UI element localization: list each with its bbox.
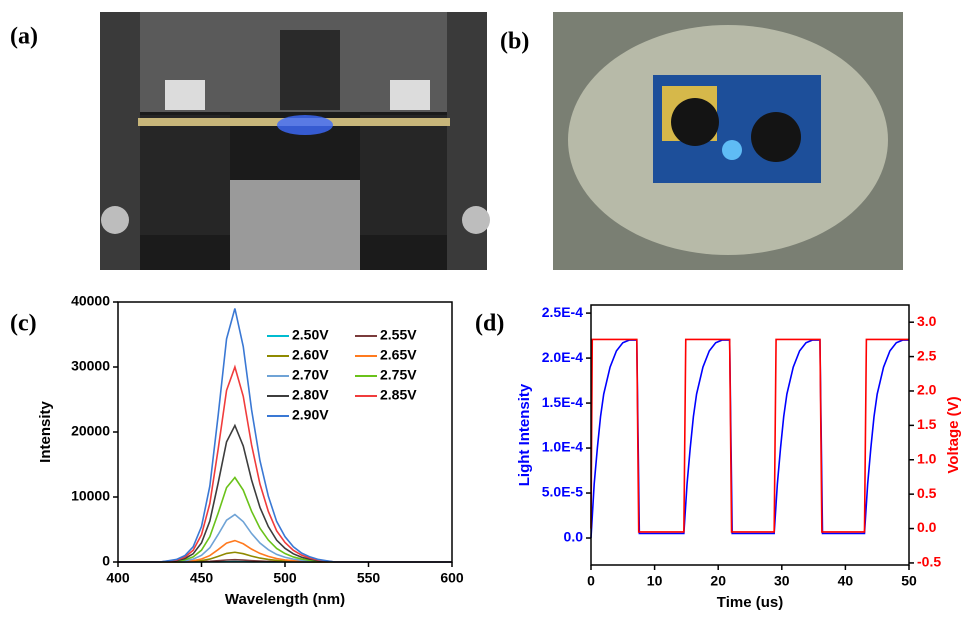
data-line <box>118 513 452 563</box>
x-axis-label: Wavelength (nm) <box>225 591 345 608</box>
y-tick-label: 0.0 <box>564 529 584 545</box>
legend-label: 2.90V <box>292 407 329 423</box>
y-tick-label: 5.0E-5 <box>542 484 583 500</box>
y-tick-label: 3.0 <box>917 313 937 329</box>
x-tick-label: 600 <box>440 570 464 586</box>
x-tick-label: 30 <box>774 573 790 589</box>
x-tick-label: 400 <box>106 570 130 586</box>
panel-label: (d) <box>475 311 504 337</box>
y2-axis-label: Voltage (V) <box>945 396 962 473</box>
data-line <box>118 476 452 563</box>
y-axis-label: Light Intensity <box>516 383 533 486</box>
x-axis-label: Time (us) <box>717 594 783 611</box>
y-tick-label: 20000 <box>71 423 110 439</box>
panel-label: (b) <box>500 29 529 55</box>
y-tick-label: 1.0 <box>917 450 937 466</box>
data-line <box>118 308 452 563</box>
y-tick-label: 2.5E-4 <box>542 304 583 320</box>
x-tick-label: 10 <box>647 573 663 589</box>
y-tick-label: 40000 <box>71 293 110 309</box>
panel-label: (a) <box>10 24 38 50</box>
y-tick-label: 30000 <box>71 358 110 374</box>
panel-label: (c) <box>10 311 37 337</box>
y-tick-label: 0.5 <box>917 485 937 501</box>
y-tick-label: -0.5 <box>917 554 941 570</box>
y-tick-label: 2.5 <box>917 347 937 363</box>
legend-label: 2.70V <box>292 367 329 383</box>
legend-label: 2.55V <box>380 327 417 343</box>
x-tick-label: 450 <box>190 570 214 586</box>
legend-label: 2.60V <box>292 347 329 363</box>
legend-label: 2.65V <box>380 347 417 363</box>
photo-b <box>553 12 903 270</box>
y-tick-label: 10000 <box>71 488 110 504</box>
y-tick-label: 1.5 <box>917 416 937 432</box>
x-tick-label: 40 <box>838 573 854 589</box>
photo-a <box>100 12 490 270</box>
y-axis-label: Intensity <box>37 401 54 463</box>
y-tick-label: 2.0E-4 <box>542 349 583 365</box>
legend-label: 2.85V <box>380 387 417 403</box>
legend-label: 2.80V <box>292 387 329 403</box>
y-tick-label: 2.0 <box>917 382 937 398</box>
y-tick-label: 0.0 <box>917 519 937 535</box>
data-line <box>590 338 909 533</box>
y-tick-label: 1.0E-4 <box>542 439 583 455</box>
x-tick-label: 550 <box>357 570 381 586</box>
y-tick-label: 0 <box>102 553 110 569</box>
plot-frame <box>590 304 910 566</box>
x-tick-label: 50 <box>901 573 917 589</box>
x-tick-label: 20 <box>710 573 726 589</box>
data-line <box>590 339 909 539</box>
legend-label: 2.75V <box>380 367 417 383</box>
x-tick-label: 0 <box>587 573 595 589</box>
legend-label: 2.50V <box>292 327 329 343</box>
data-line <box>118 539 452 563</box>
x-tick-label: 500 <box>273 570 297 586</box>
y-tick-label: 1.5E-4 <box>542 394 583 410</box>
